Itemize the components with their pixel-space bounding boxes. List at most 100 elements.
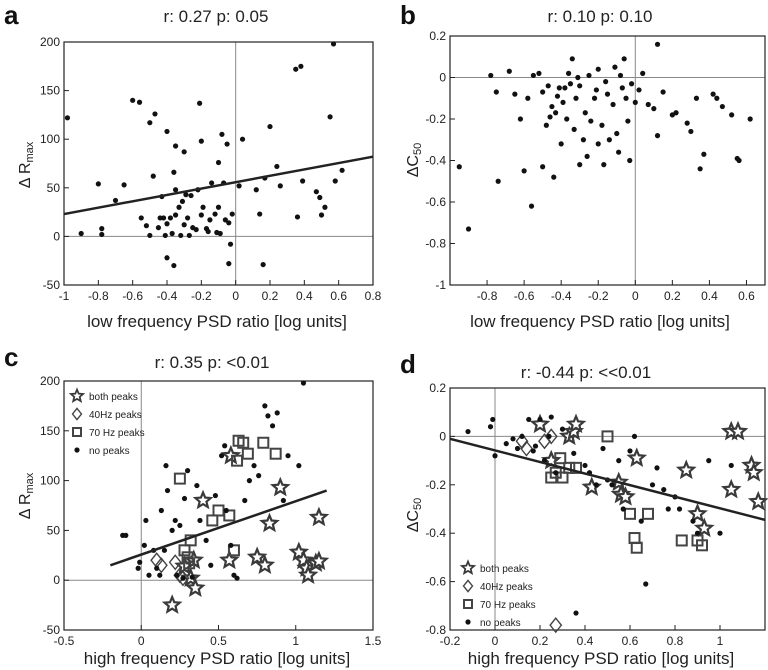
y-axis-label-a: Δ Rmax: [17, 141, 36, 188]
data-point-d-no-peaks-6: [514, 445, 521, 452]
data-point-a-64: [239, 136, 246, 142]
panel-letter-c: c: [4, 342, 18, 372]
data-point-c-40hz-peaks-2: [168, 554, 182, 571]
data-point-c-no-peaks-36: [256, 473, 262, 479]
y-axis-label-d: ΔC50: [405, 498, 424, 533]
data-point-a-70: [274, 163, 280, 170]
data-point-c-no-peaks-2: [135, 565, 141, 571]
data-point-d-no-peaks-17: [571, 450, 577, 456]
data-point-b-58: [627, 157, 633, 164]
x-tick-label-a-2: -0.6: [122, 289, 143, 303]
data-point-c-both-peaks-15: [297, 564, 319, 585]
legend-marker-d-1: [462, 579, 474, 593]
data-point-b-49: [610, 101, 616, 108]
data-point-a-48: [212, 211, 218, 217]
data-point-a-77: [317, 194, 323, 201]
data-point-a-11: [147, 232, 153, 239]
data-point-d-no-peaks-1: [487, 424, 494, 430]
data-point-a-69: [267, 123, 273, 130]
data-point-b-67: [660, 89, 666, 95]
data-point-c-40hz-peaks-0: [150, 552, 164, 569]
data-point-d-70-hz-peaks-8: [628, 532, 641, 545]
data-point-d-70-hz-peaks-11: [675, 534, 688, 547]
data-point-b-37: [584, 153, 590, 159]
data-point-a-12: [147, 120, 153, 126]
data-point-c-no-peaks-15: [172, 517, 178, 524]
data-point-a-58: [229, 211, 235, 217]
data-point-b-36: [582, 110, 588, 116]
data-point-c-no-peaks-12: [163, 463, 169, 469]
data-point-a-19: [164, 128, 170, 135]
data-point-a-3: [99, 226, 105, 232]
data-point-d-no-peaks-37: [690, 518, 696, 524]
data-point-c-no-peaks-40: [274, 410, 280, 416]
y-tick-label-d-2: -0.4: [425, 526, 446, 540]
data-point-c-no-peaks-23: [197, 517, 203, 524]
y-tick-label-d-1: -0.6: [425, 575, 446, 589]
data-point-d-40hz-peaks-1: [520, 440, 533, 457]
y-tick-label-d-5: 0.2: [429, 381, 446, 395]
data-point-c-70-hz-peaks-5: [206, 514, 219, 527]
data-point-c-no-peaks-41: [280, 497, 286, 504]
data-point-d-70-hz-peaks-10: [642, 507, 654, 520]
data-point-a-6: [121, 182, 127, 188]
data-point-a-36: [188, 192, 194, 199]
data-point-c-no-peaks-8: [154, 565, 160, 571]
data-point-b-56: [623, 95, 629, 101]
data-point-a-0: [64, 115, 71, 121]
data-point-d-40hz-peaks-3: [544, 428, 558, 445]
data-point-d-no-peaks-22: [600, 445, 606, 452]
data-point-b-78: [729, 112, 735, 118]
data-point-a-45: [205, 228, 211, 235]
data-point-b-71: [688, 128, 694, 135]
data-point-b-60: [632, 99, 638, 105]
data-point-b-48: [606, 137, 612, 143]
data-point-c-70-hz-peaks-3: [183, 557, 196, 570]
data-point-c-both-peaks-8: [246, 546, 268, 567]
data-point-b-31: [573, 95, 579, 101]
data-point-d-no-peaks-38: [694, 530, 701, 536]
y-tick-label-c-1: 0: [53, 573, 60, 587]
data-point-a-80: [327, 114, 333, 120]
y-tick-label-b-1: -0.8: [425, 237, 446, 251]
data-point-a-63: [236, 183, 242, 189]
data-point-c-70-hz-peaks-12: [241, 447, 254, 460]
data-point-c-70-hz-peaks-13: [257, 436, 270, 449]
data-point-d-no-peaks-28: [631, 433, 638, 439]
data-point-c-no-peaks-28: [222, 443, 228, 449]
data-point-a-55: [222, 217, 228, 223]
data-point-a-81: [330, 41, 337, 47]
data-point-d-both-peaks-15: [720, 478, 742, 499]
panel-a: a r: 0.27 p: 0.05 low frequency PSD rati…: [4, 0, 382, 331]
data-point-a-79: [322, 204, 328, 210]
data-point-b-52: [616, 149, 622, 155]
data-point-a-52: [217, 230, 223, 237]
data-point-b-72: [693, 95, 700, 101]
x-axis-label-d: high frequency PSD ratio [log units]: [468, 649, 734, 668]
data-point-c-both-peaks-5: [192, 489, 214, 510]
data-point-b-9: [525, 95, 531, 101]
data-point-a-24: [171, 169, 177, 175]
x-tick-label-b-7: 0.6: [738, 289, 755, 303]
data-point-d-70-hz-peaks-13: [696, 539, 708, 552]
data-point-a-78: [318, 212, 325, 218]
data-point-b-66: [654, 41, 661, 47]
data-point-a-82: [332, 178, 338, 184]
data-point-a-65: [253, 187, 259, 193]
data-point-a-59: [227, 241, 234, 247]
data-point-a-21: [164, 221, 170, 227]
legend-label-d-1: 40Hz peaks: [480, 582, 533, 593]
data-point-d-70-hz-peaks-6: [601, 430, 614, 443]
data-point-c-no-peaks-25: [208, 562, 214, 568]
data-point-c-both-peaks-7: [218, 549, 240, 570]
data-point-b-8: [521, 168, 527, 174]
data-point-a-13: [152, 111, 158, 117]
x-tick-label-b-4: 0: [632, 289, 639, 303]
x-tick-label-b-6: 0.4: [701, 289, 718, 303]
panel-letter-a: a: [4, 0, 19, 30]
data-point-a-75: [300, 178, 306, 184]
data-point-d-no-peaks-34: [665, 506, 671, 512]
data-point-b-77: [719, 103, 725, 110]
data-point-c-both-peaks-4: [184, 577, 206, 597]
data-point-b-29: [569, 56, 575, 62]
